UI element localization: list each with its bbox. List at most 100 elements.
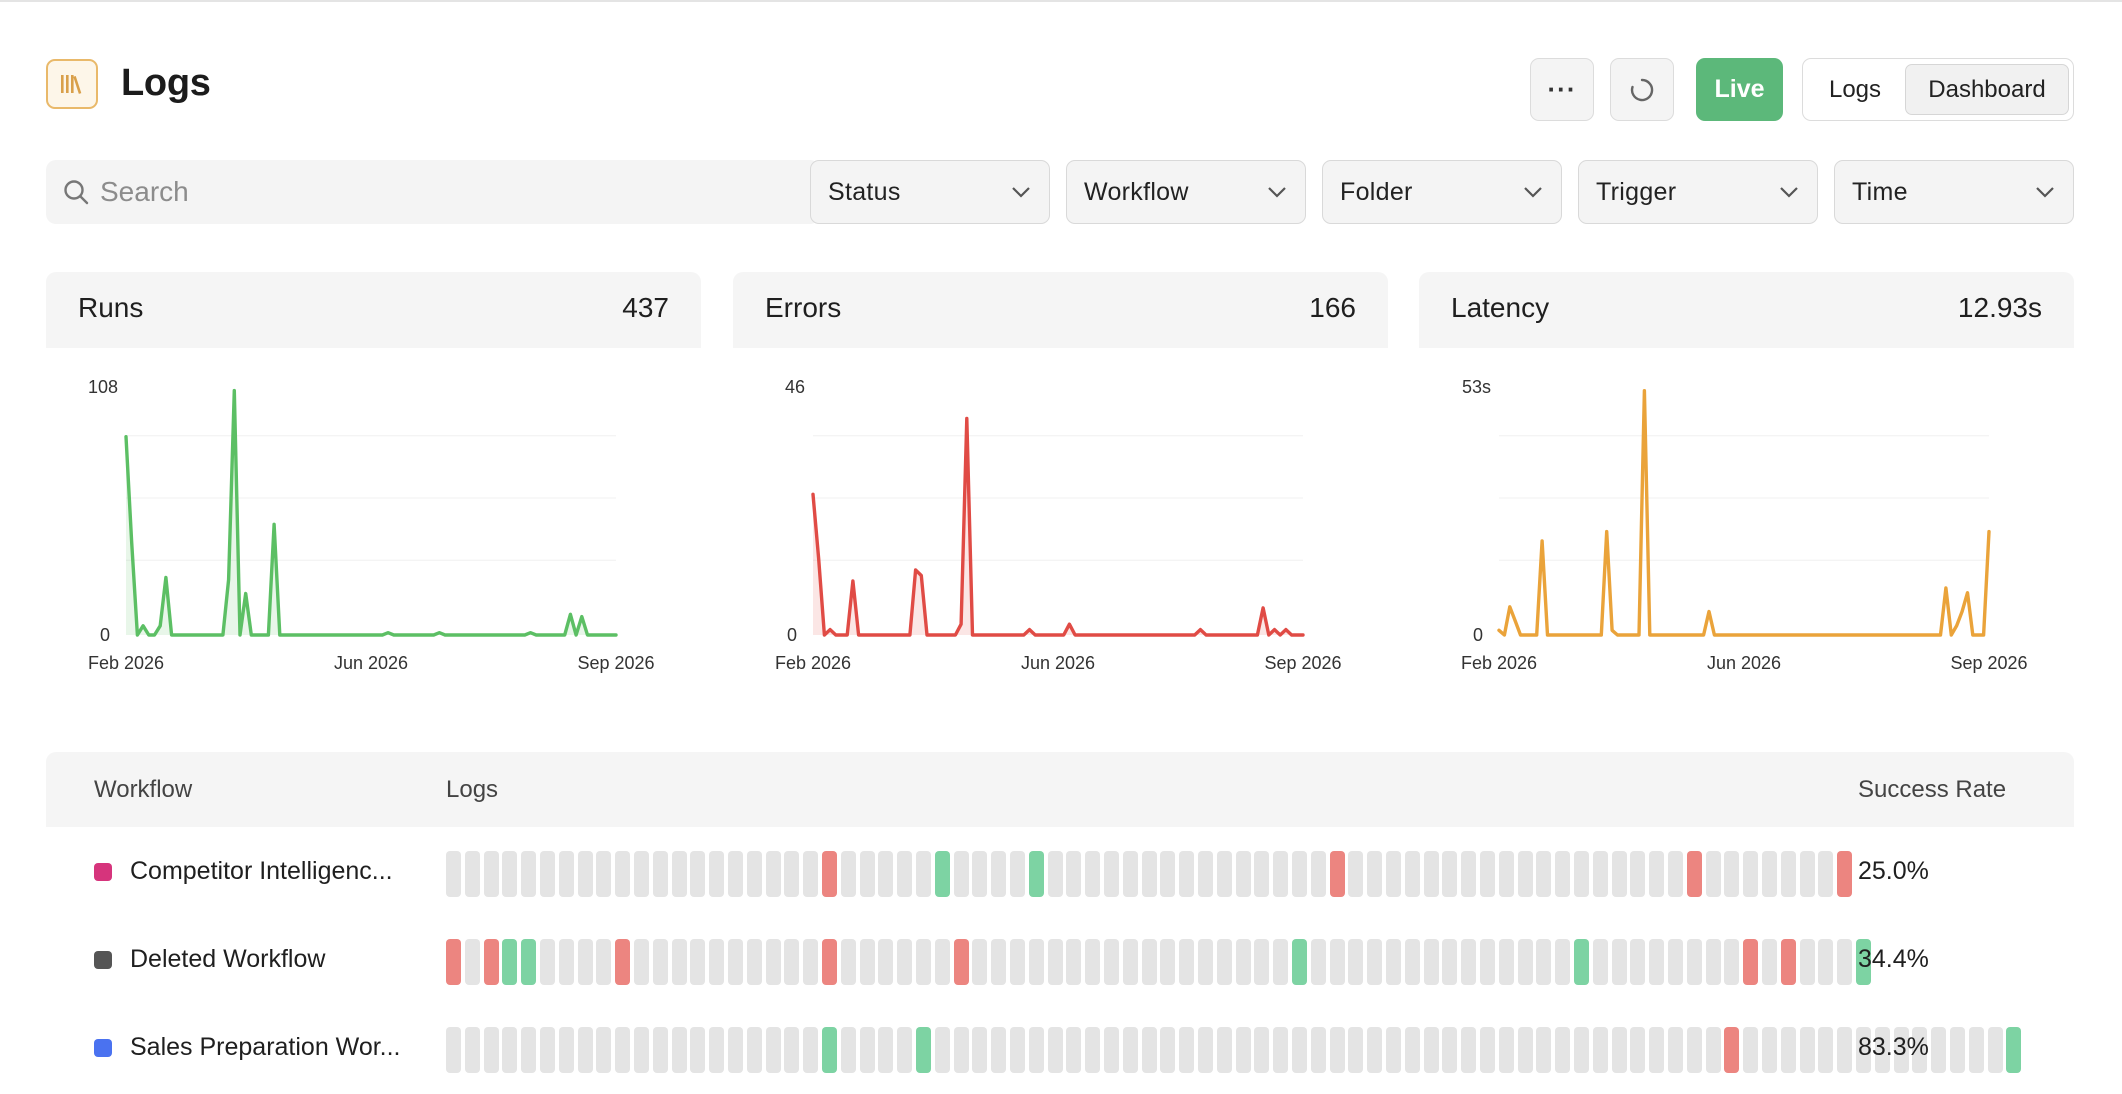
log-bar-empty[interactable] (1104, 1027, 1119, 1073)
log-bar-empty[interactable] (1987, 1027, 2003, 1073)
log-bar-empty[interactable] (972, 939, 988, 985)
log-bar-empty[interactable] (1179, 851, 1195, 897)
log-bar-empty[interactable] (577, 939, 593, 985)
log-bar-empty[interactable] (709, 851, 725, 897)
log-bar-empty[interactable] (728, 851, 743, 897)
log-bar-empty[interactable] (1216, 1027, 1232, 1073)
log-bar-error[interactable] (822, 939, 837, 985)
log-bar-empty[interactable] (765, 851, 781, 897)
log-bar-empty[interactable] (1705, 851, 1721, 897)
log-bar-empty[interactable] (1122, 851, 1138, 897)
log-bar-empty[interactable] (1630, 939, 1646, 985)
log-bar-empty[interactable] (1874, 1027, 1890, 1073)
log-bar-error[interactable] (1329, 851, 1345, 897)
table-row[interactable]: Deleted Workflow 34.4% (46, 915, 2074, 1003)
log-bar-empty[interactable] (897, 939, 913, 985)
log-bar-success[interactable] (2006, 1027, 2022, 1073)
log-bar-empty[interactable] (502, 1027, 518, 1073)
log-bar-empty[interactable] (1386, 851, 1401, 897)
log-bar-error[interactable] (483, 939, 499, 985)
log-bar-empty[interactable] (1423, 851, 1439, 897)
log-bar-empty[interactable] (878, 1027, 894, 1073)
log-bar-empty[interactable] (1555, 851, 1571, 897)
log-bar-empty[interactable] (1310, 939, 1326, 985)
log-bar-empty[interactable] (1611, 939, 1627, 985)
log-bar-empty[interactable] (540, 939, 555, 985)
log-bar-empty[interactable] (652, 939, 668, 985)
log-bar-empty[interactable] (1010, 851, 1025, 897)
log-bar-empty[interactable] (1028, 1027, 1044, 1073)
log-bar-empty[interactable] (1686, 1027, 1702, 1073)
log-bar-empty[interactable] (1179, 1027, 1195, 1073)
log-bar-empty[interactable] (1574, 1027, 1589, 1073)
log-bar-error[interactable] (1724, 1027, 1740, 1073)
log-bar-empty[interactable] (746, 851, 762, 897)
time-filter[interactable]: Time (1834, 160, 2074, 224)
log-bar-empty[interactable] (1611, 851, 1627, 897)
search-input[interactable] (100, 172, 800, 212)
log-bar-empty[interactable] (1216, 939, 1232, 985)
log-bar-empty[interactable] (1423, 939, 1439, 985)
log-bar-empty[interactable] (1047, 939, 1063, 985)
trigger-filter[interactable]: Trigger (1578, 160, 1818, 224)
log-bar-empty[interactable] (1085, 851, 1101, 897)
log-bar-success[interactable] (521, 939, 537, 985)
log-bar-empty[interactable] (1442, 939, 1458, 985)
log-bar-empty[interactable] (1329, 1027, 1345, 1073)
log-bar-empty[interactable] (746, 939, 762, 985)
log-bar-empty[interactable] (1198, 1027, 1213, 1073)
log-bar-empty[interactable] (1141, 939, 1157, 985)
log-bar-empty[interactable] (728, 939, 743, 985)
log-bar-empty[interactable] (1724, 851, 1740, 897)
log-bar-empty[interactable] (1931, 1027, 1947, 1073)
log-bar-empty[interactable] (521, 1027, 537, 1073)
log-bar-empty[interactable] (1480, 939, 1495, 985)
log-bar-empty[interactable] (1047, 851, 1063, 897)
log-bar-empty[interactable] (1743, 1027, 1759, 1073)
log-bar-empty[interactable] (1517, 939, 1533, 985)
log-bar-empty[interactable] (840, 939, 856, 985)
log-bar-empty[interactable] (521, 851, 537, 897)
log-bar-empty[interactable] (690, 1027, 706, 1073)
log-bar-empty[interactable] (1254, 939, 1270, 985)
log-bar-empty[interactable] (671, 1027, 687, 1073)
log-bar-empty[interactable] (1010, 939, 1025, 985)
log-bar-success[interactable] (1574, 939, 1589, 985)
log-bar-empty[interactable] (634, 851, 649, 897)
log-bar-empty[interactable] (1348, 1027, 1364, 1073)
log-bar-empty[interactable] (483, 851, 499, 897)
log-bar-empty[interactable] (446, 851, 461, 897)
log-bar-success[interactable] (1292, 939, 1307, 985)
log-bar-empty[interactable] (972, 851, 988, 897)
log-bar-empty[interactable] (671, 939, 687, 985)
log-bar-empty[interactable] (1085, 939, 1101, 985)
log-bar-empty[interactable] (1160, 851, 1176, 897)
log-bar-success[interactable] (822, 1027, 837, 1073)
log-bar-empty[interactable] (540, 1027, 555, 1073)
log-bar-error[interactable] (1780, 939, 1796, 985)
log-bar-empty[interactable] (1498, 1027, 1514, 1073)
log-bar-empty[interactable] (558, 1027, 574, 1073)
log-bar-empty[interactable] (1762, 1027, 1777, 1073)
log-bar-empty[interactable] (1160, 1027, 1176, 1073)
log-bar-empty[interactable] (859, 1027, 875, 1073)
log-bar-error[interactable] (1686, 851, 1702, 897)
log-bar-empty[interactable] (1517, 1027, 1533, 1073)
log-bar-empty[interactable] (1198, 851, 1213, 897)
log-bar-empty[interactable] (1837, 939, 1853, 985)
tab-dashboard[interactable]: Dashboard (1905, 64, 2069, 115)
table-row[interactable]: Sales Preparation Wor... 83.3% (46, 1003, 2074, 1091)
folder-filter[interactable]: Folder (1322, 160, 1562, 224)
log-bar-empty[interactable] (615, 851, 631, 897)
log-bar-empty[interactable] (1104, 939, 1119, 985)
log-bar-empty[interactable] (897, 1027, 913, 1073)
log-bar-empty[interactable] (690, 939, 706, 985)
log-bar-empty[interactable] (1818, 851, 1834, 897)
log-bar-empty[interactable] (1837, 1027, 1853, 1073)
log-bar-empty[interactable] (1461, 1027, 1477, 1073)
log-bar-empty[interactable] (1592, 1027, 1608, 1073)
log-bar-success[interactable] (1856, 939, 1871, 985)
log-bar-empty[interactable] (1480, 851, 1495, 897)
log-bar-empty[interactable] (1348, 939, 1364, 985)
log-bar-empty[interactable] (1498, 851, 1514, 897)
